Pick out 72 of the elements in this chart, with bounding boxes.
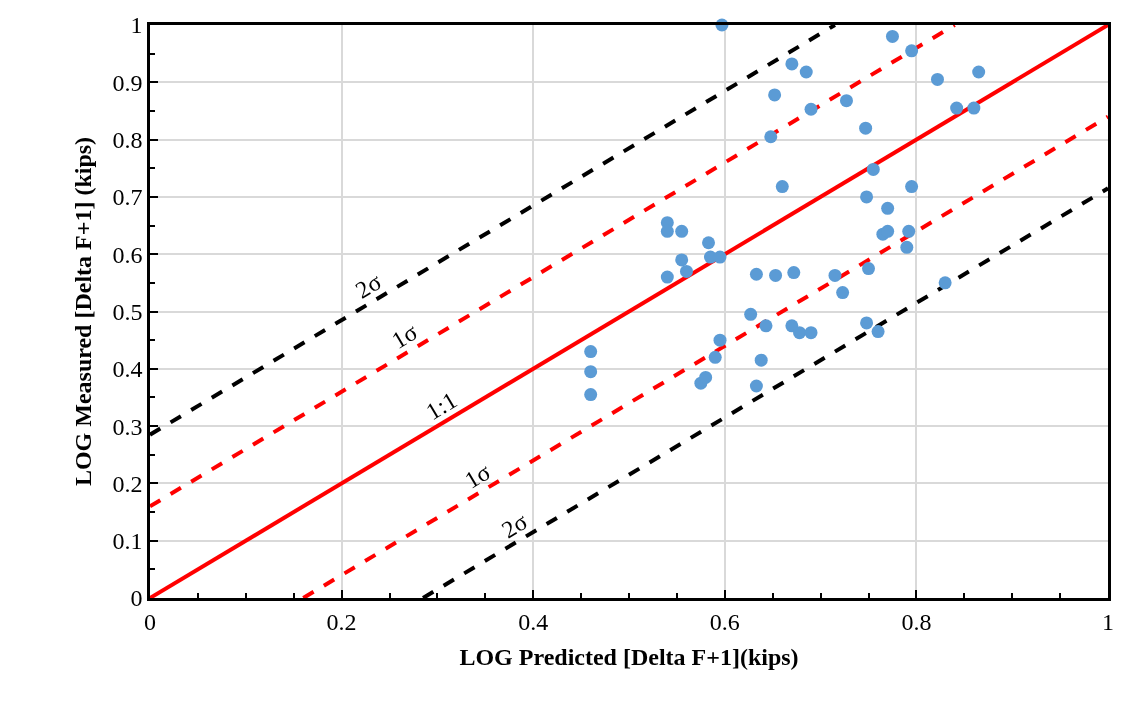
y-tick-label: 0.7 [112, 184, 143, 211]
y-tick-label: 0.9 [112, 69, 143, 96]
point [905, 180, 919, 194]
point [799, 65, 813, 79]
point [775, 180, 789, 194]
point [860, 316, 874, 330]
point [713, 250, 727, 264]
point [749, 267, 763, 281]
point [839, 94, 853, 108]
point [828, 268, 842, 282]
point [793, 326, 807, 340]
point [972, 65, 986, 79]
point [699, 370, 713, 384]
y-tick-label: 1 [130, 12, 143, 39]
y-tick-label: 0.5 [112, 298, 143, 325]
point [871, 325, 885, 339]
point [675, 224, 689, 238]
point [787, 266, 801, 280]
point [749, 379, 763, 393]
point [950, 101, 964, 115]
y-tick-label: 0.1 [112, 528, 143, 555]
point [785, 57, 799, 71]
point [967, 101, 981, 115]
point [675, 253, 689, 267]
text: 1σ [460, 458, 496, 494]
x-tick-label: 0.4 [518, 608, 549, 635]
point [804, 326, 818, 340]
point [584, 388, 598, 402]
point [584, 345, 598, 359]
y-tick-label: 0.2 [112, 470, 143, 497]
point [902, 224, 916, 238]
x-tick-label: 0.6 [709, 608, 740, 635]
point [866, 162, 880, 176]
point [859, 121, 873, 135]
text: 2σ [497, 508, 533, 544]
point [708, 350, 722, 364]
y-axis-title: LOG Measured [Delta F+1] (kips) [69, 136, 96, 487]
point [660, 270, 674, 284]
point [862, 262, 875, 276]
point [660, 224, 674, 238]
x-tick-label: 1 [1102, 608, 1114, 635]
text: 2σ [351, 268, 386, 304]
point [702, 236, 716, 250]
point [769, 268, 783, 282]
point [860, 190, 874, 204]
point [836, 286, 850, 300]
point [804, 102, 818, 116]
point [759, 319, 773, 333]
point [679, 264, 693, 278]
point [900, 240, 914, 254]
point [754, 353, 768, 367]
text: 1:1 [421, 386, 462, 425]
point [764, 130, 778, 144]
x-axis-title: LOG Predicted [Delta F+1](kips) [459, 643, 799, 670]
point [744, 307, 758, 321]
point [930, 72, 944, 86]
y-tick-label: 0 [130, 585, 143, 612]
point [881, 201, 895, 215]
point [885, 29, 899, 43]
point [584, 365, 598, 379]
point [905, 44, 919, 58]
point [938, 276, 952, 290]
point [768, 88, 782, 102]
y-tick-label: 0.4 [112, 356, 143, 383]
y-tick-label: 0.6 [112, 241, 143, 268]
y-tick-label: 0.8 [112, 127, 143, 153]
point [881, 224, 895, 238]
x-tick-label: 0.8 [901, 608, 932, 635]
x-tick-label: 0.2 [326, 608, 357, 635]
y-tick-label: 0.3 [112, 413, 143, 440]
point [713, 333, 727, 347]
text: 1σ [387, 318, 422, 354]
